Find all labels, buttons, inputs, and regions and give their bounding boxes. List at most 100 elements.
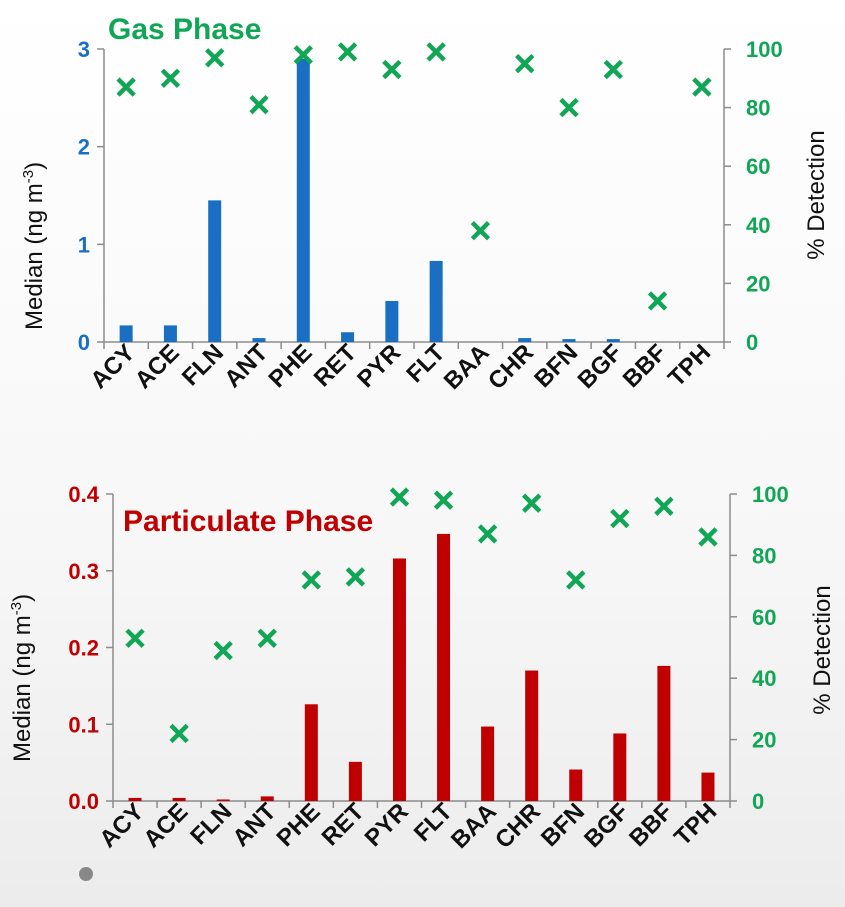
detection-marker-baa <box>477 524 498 544</box>
category-label: ANT <box>219 339 273 393</box>
bar-tph <box>701 772 715 801</box>
category-label: TPH <box>663 339 716 392</box>
right-tick-label: 80 <box>752 543 776 568</box>
bar-ace <box>172 797 186 801</box>
bar-pyr <box>392 558 406 801</box>
bar-chr <box>525 670 539 801</box>
detection-marker-bfn <box>559 97 579 118</box>
particulate-y2-axis-label: % Detection <box>809 585 836 714</box>
bar-ret <box>348 761 362 801</box>
bar-acy <box>119 325 133 342</box>
right-tick-label: 0 <box>752 789 764 814</box>
detection-marker-ant <box>257 628 277 648</box>
right-tick-label: 0 <box>746 330 758 355</box>
bar-fln <box>208 200 222 342</box>
right-tick-label: 40 <box>746 213 770 238</box>
detection-marker-flt <box>426 42 446 62</box>
bar-flt <box>437 533 451 801</box>
bar-bfn <box>569 769 583 801</box>
detection-marker-ret <box>345 567 366 587</box>
detection-marker-ant <box>249 94 269 115</box>
bar-ant <box>252 338 266 342</box>
gas-phase-chart: 0123020406080100ACYACEFLNANTPHERETPYRFLT… <box>78 37 783 395</box>
category-label: FLN <box>185 798 237 850</box>
right-tick-label: 20 <box>752 728 776 753</box>
detection-marker-bgf <box>603 59 623 80</box>
detection-marker-chr <box>515 53 535 74</box>
detection-marker-ret <box>337 42 358 62</box>
bar-baa <box>481 726 495 801</box>
particulate-y-axis-label: Median (ng m-3) <box>8 594 36 762</box>
gas-chart-title: Gas Phase <box>108 13 261 46</box>
bar-bbf <box>657 665 671 801</box>
right-tick-label: 100 <box>752 482 789 507</box>
category-label: PHE <box>264 339 318 393</box>
detection-marker-bfn <box>566 570 586 590</box>
detection-marker-fln <box>213 640 233 661</box>
right-tick-label: 20 <box>746 271 770 296</box>
detection-marker-pyr <box>389 487 410 507</box>
detection-marker-bbf <box>654 496 674 516</box>
particulate-chart-title: Particulate Phase <box>123 505 373 538</box>
category-label: BAA <box>439 339 495 395</box>
category-label: TPH <box>669 798 722 851</box>
detection-marker-phe <box>301 570 322 590</box>
bar-ant <box>260 796 274 801</box>
category-label: PHE <box>272 798 326 852</box>
left-tick-label: 0.3 <box>68 559 99 584</box>
bar-bgf <box>606 339 620 342</box>
left-tick-label: 0.0 <box>68 789 99 814</box>
detection-marker-pyr <box>382 59 402 80</box>
category-label: BAA <box>446 798 502 854</box>
category-label: BFN <box>529 339 583 393</box>
bar-phe <box>296 58 310 343</box>
left-tick-label: 3 <box>78 37 90 62</box>
detection-marker-tph <box>698 527 718 547</box>
category-label: BGF <box>579 798 634 853</box>
bar-pyr <box>385 300 399 342</box>
left-tick-label: 1 <box>78 232 90 257</box>
right-tick-label: 60 <box>746 154 770 179</box>
category-label: BBF <box>624 798 678 852</box>
category-label: FLN <box>177 339 229 391</box>
category-label: CHR <box>483 339 539 395</box>
category-label: ACY <box>85 339 140 394</box>
left-tick-label: 0.1 <box>68 712 99 737</box>
bar-chr <box>518 338 532 342</box>
category-label: RET <box>309 339 362 392</box>
detection-marker-bbf <box>647 291 668 311</box>
detection-marker-ace <box>169 723 189 744</box>
detection-marker-phe <box>293 45 313 65</box>
bar-bgf <box>613 733 627 801</box>
detection-marker-acy <box>125 628 145 648</box>
detection-marker-chr <box>521 493 542 513</box>
detection-marker-acy <box>116 77 136 97</box>
category-label: PYR <box>352 339 406 393</box>
bar-ret <box>341 332 355 342</box>
detection-marker-flt <box>433 490 454 510</box>
right-tick-label: 60 <box>752 605 776 630</box>
right-tick-label: 80 <box>746 96 770 121</box>
detection-marker-bgf <box>610 508 630 529</box>
bar-ace <box>163 325 177 342</box>
detection-marker-fln <box>205 48 225 68</box>
category-label: CHR <box>490 798 546 854</box>
left-tick-label: 2 <box>78 135 90 160</box>
left-tick-label: 0.4 <box>68 482 99 507</box>
gas-y-axis-label: Median (ng m-3) <box>20 162 48 330</box>
slide-dot-icon <box>79 867 93 881</box>
category-label: ACY <box>94 798 149 853</box>
detection-marker-ace <box>160 68 181 88</box>
category-label: BFN <box>536 798 590 852</box>
bar-flt <box>429 260 443 342</box>
right-tick-label: 40 <box>752 666 776 691</box>
category-label: PYR <box>360 798 414 852</box>
category-label: ACE <box>130 339 185 394</box>
category-label: BGF <box>573 339 628 394</box>
bar-bfn <box>562 339 576 342</box>
category-label: RET <box>317 798 370 851</box>
gas-y2-axis-label: % Detection <box>803 130 830 259</box>
detection-marker-baa <box>470 220 491 241</box>
bar-acy <box>128 797 142 801</box>
